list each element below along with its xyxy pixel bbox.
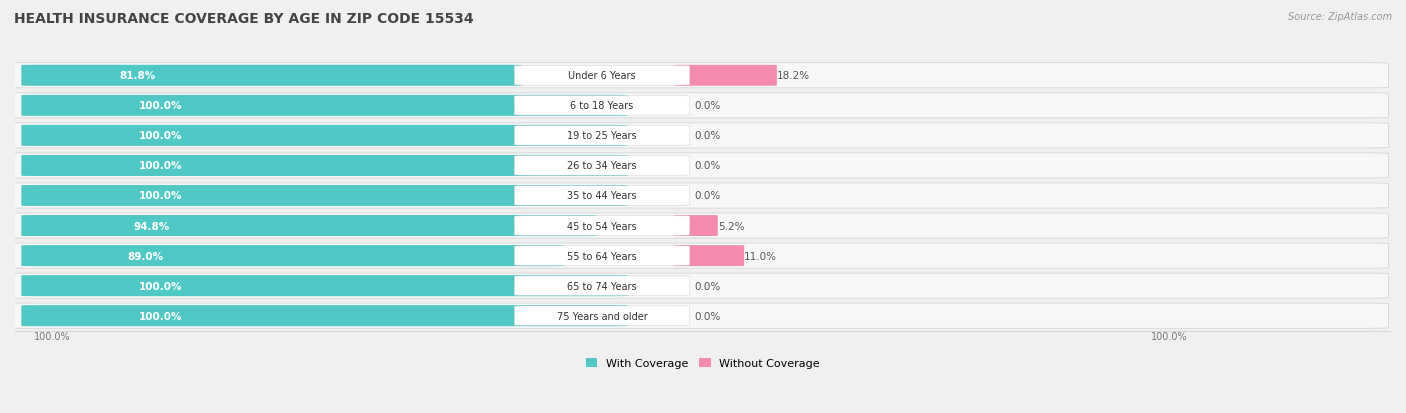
FancyBboxPatch shape [21,185,627,206]
Text: 5.2%: 5.2% [718,221,744,231]
FancyBboxPatch shape [0,273,1389,299]
Text: 100.0%: 100.0% [138,191,181,201]
Text: 100.0%: 100.0% [138,311,181,321]
FancyBboxPatch shape [515,276,690,296]
Text: 0.0%: 0.0% [695,281,720,291]
Text: 35 to 44 Years: 35 to 44 Years [567,191,637,201]
FancyBboxPatch shape [21,216,598,237]
FancyBboxPatch shape [0,154,1389,178]
FancyBboxPatch shape [21,126,627,147]
Text: 18.2%: 18.2% [778,71,810,81]
FancyBboxPatch shape [0,243,1389,268]
Text: 0.0%: 0.0% [695,311,720,321]
Text: 100.0%: 100.0% [138,281,181,291]
Text: 26 to 34 Years: 26 to 34 Years [567,161,637,171]
FancyBboxPatch shape [515,96,690,116]
Text: HEALTH INSURANCE COVERAGE BY AGE IN ZIP CODE 15534: HEALTH INSURANCE COVERAGE BY AGE IN ZIP … [14,12,474,26]
FancyBboxPatch shape [21,66,522,87]
FancyBboxPatch shape [0,64,1389,89]
Text: 94.8%: 94.8% [134,221,169,231]
Text: Under 6 Years: Under 6 Years [568,71,636,81]
Text: 0.0%: 0.0% [695,131,720,141]
Text: 100.0%: 100.0% [138,161,181,171]
FancyBboxPatch shape [21,306,627,326]
Text: 0.0%: 0.0% [695,161,720,171]
Text: 55 to 64 Years: 55 to 64 Years [567,251,637,261]
FancyBboxPatch shape [515,126,690,146]
Text: 6 to 18 Years: 6 to 18 Years [571,101,634,111]
Text: 45 to 54 Years: 45 to 54 Years [567,221,637,231]
FancyBboxPatch shape [673,66,778,87]
FancyBboxPatch shape [21,245,564,266]
Text: 0.0%: 0.0% [695,191,720,201]
FancyBboxPatch shape [673,246,744,266]
Text: 100.0%: 100.0% [34,331,70,341]
Text: 19 to 25 Years: 19 to 25 Years [567,131,637,141]
FancyBboxPatch shape [673,216,718,236]
FancyBboxPatch shape [515,156,690,176]
FancyBboxPatch shape [515,216,690,236]
Text: 81.8%: 81.8% [120,71,156,81]
FancyBboxPatch shape [515,306,690,326]
FancyBboxPatch shape [515,66,690,86]
Text: 100.0%: 100.0% [1152,331,1188,341]
Text: 11.0%: 11.0% [744,251,778,261]
FancyBboxPatch shape [515,246,690,266]
FancyBboxPatch shape [21,275,627,297]
FancyBboxPatch shape [515,186,690,206]
Text: 75 Years and older: 75 Years and older [557,311,647,321]
FancyBboxPatch shape [0,214,1389,239]
Legend: With Coverage, Without Coverage: With Coverage, Without Coverage [582,354,824,373]
Text: 0.0%: 0.0% [695,101,720,111]
FancyBboxPatch shape [0,183,1389,209]
FancyBboxPatch shape [0,123,1389,149]
Text: 65 to 74 Years: 65 to 74 Years [567,281,637,291]
FancyBboxPatch shape [0,94,1389,119]
Text: 100.0%: 100.0% [138,131,181,141]
Text: 100.0%: 100.0% [138,101,181,111]
FancyBboxPatch shape [0,304,1389,328]
FancyBboxPatch shape [21,156,627,176]
Text: 89.0%: 89.0% [127,251,163,261]
FancyBboxPatch shape [21,95,627,116]
Text: Source: ZipAtlas.com: Source: ZipAtlas.com [1288,12,1392,22]
